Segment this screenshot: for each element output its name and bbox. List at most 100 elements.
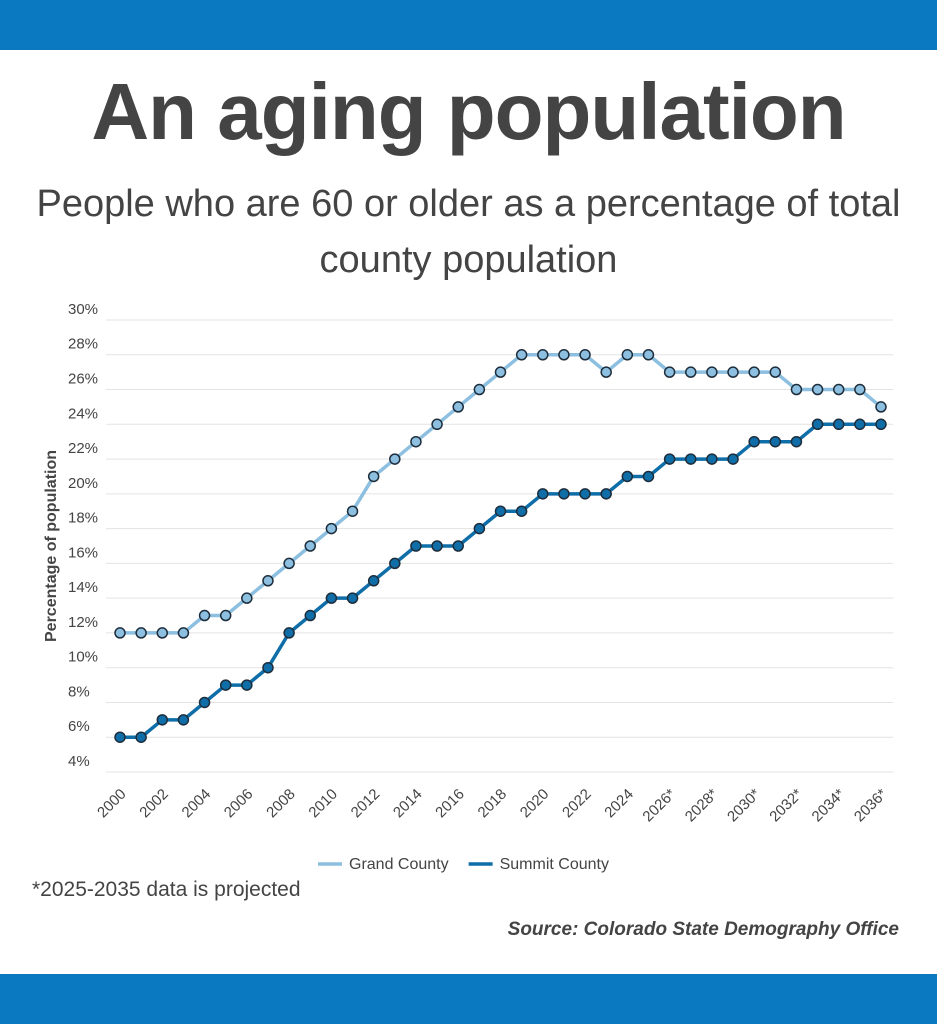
x-tick-label: 2012 bbox=[348, 786, 384, 822]
y-tick-label: 22% bbox=[68, 440, 98, 457]
x-tick-label: 2018 bbox=[475, 786, 511, 822]
point bbox=[325, 592, 338, 604]
x-tick-label: 2036* bbox=[851, 786, 891, 826]
y-tick-label: 18% bbox=[68, 510, 98, 527]
point bbox=[452, 540, 464, 552]
point bbox=[621, 349, 634, 361]
y-tick-label: 16% bbox=[68, 544, 98, 561]
point bbox=[727, 453, 739, 465]
point bbox=[431, 418, 443, 431]
x-tick-label: 2032* bbox=[766, 786, 806, 826]
source: Source: Colorado State Demography Office bbox=[507, 919, 899, 940]
y-tick-label: 28% bbox=[68, 336, 98, 353]
point bbox=[832, 418, 845, 431]
point bbox=[558, 349, 570, 361]
point bbox=[283, 627, 295, 639]
point bbox=[262, 661, 274, 674]
point bbox=[304, 540, 316, 552]
point bbox=[515, 349, 528, 361]
point bbox=[156, 714, 169, 726]
point bbox=[600, 366, 612, 378]
point bbox=[642, 470, 655, 483]
x-tick-label: 2014 bbox=[390, 786, 426, 822]
x-tick-label: 2020 bbox=[517, 786, 553, 822]
point bbox=[198, 609, 211, 622]
point bbox=[325, 522, 338, 535]
x-tick-label: 2016 bbox=[432, 786, 468, 822]
x-tick-label: 2022 bbox=[559, 786, 595, 822]
point bbox=[558, 488, 570, 500]
point bbox=[135, 731, 147, 743]
point bbox=[790, 383, 803, 396]
point bbox=[114, 627, 126, 639]
point bbox=[875, 418, 887, 431]
x-tick-label: 2010 bbox=[305, 786, 341, 822]
y-axis-label: Percentage of population bbox=[43, 450, 60, 642]
point bbox=[663, 453, 676, 465]
y-tick-label: 24% bbox=[68, 405, 98, 422]
point bbox=[389, 453, 401, 465]
point bbox=[389, 557, 401, 570]
point bbox=[642, 349, 655, 361]
top-banner bbox=[0, 0, 937, 50]
point bbox=[367, 470, 380, 483]
point bbox=[346, 592, 359, 604]
point bbox=[811, 383, 824, 396]
y-tick-label: 30% bbox=[68, 301, 98, 318]
series-line bbox=[120, 422, 881, 739]
subtitle: People who are 60 or older as a percenta… bbox=[36, 183, 901, 281]
point bbox=[346, 505, 359, 517]
point bbox=[410, 435, 422, 448]
point bbox=[219, 679, 232, 691]
point bbox=[875, 401, 887, 413]
point bbox=[706, 366, 718, 378]
point bbox=[198, 696, 211, 709]
point bbox=[663, 366, 676, 378]
x-tick-label: 2006 bbox=[221, 786, 257, 822]
legend-label: Summit County bbox=[500, 856, 609, 873]
point bbox=[515, 505, 528, 517]
point bbox=[811, 418, 824, 431]
point bbox=[241, 592, 253, 604]
point bbox=[790, 435, 803, 448]
point bbox=[748, 435, 760, 448]
x-tick-label: 2026* bbox=[639, 786, 679, 826]
y-tick-label: 10% bbox=[68, 649, 98, 666]
point bbox=[156, 627, 169, 639]
point bbox=[706, 453, 718, 465]
point bbox=[473, 522, 486, 535]
point bbox=[685, 366, 697, 378]
point bbox=[135, 627, 147, 639]
point bbox=[494, 505, 507, 517]
bottom-banner bbox=[0, 974, 937, 1024]
y-tick-label: 20% bbox=[68, 475, 98, 492]
x-tick-label: 2004 bbox=[179, 786, 215, 822]
legend-label: Grand County bbox=[349, 856, 449, 873]
point bbox=[262, 575, 274, 587]
point bbox=[769, 366, 782, 378]
note: *2025-2035 data is projected bbox=[32, 878, 301, 901]
x-tick-label: 2030* bbox=[724, 786, 764, 826]
point bbox=[579, 349, 591, 361]
x-tick-label: 2008 bbox=[263, 786, 299, 822]
point bbox=[537, 488, 549, 500]
point bbox=[241, 679, 253, 691]
point bbox=[431, 540, 443, 552]
point bbox=[854, 383, 866, 396]
point bbox=[473, 383, 486, 396]
point bbox=[177, 627, 190, 639]
point bbox=[410, 540, 422, 552]
point bbox=[832, 383, 845, 396]
point bbox=[621, 470, 634, 483]
point bbox=[304, 609, 316, 622]
title: An aging population bbox=[91, 67, 846, 156]
point bbox=[854, 418, 866, 431]
point bbox=[452, 401, 464, 413]
point bbox=[177, 714, 190, 726]
x-tick-label: 2034* bbox=[809, 786, 849, 826]
point bbox=[600, 488, 612, 500]
x-tick-label: 2028* bbox=[682, 786, 722, 826]
point bbox=[748, 366, 760, 378]
